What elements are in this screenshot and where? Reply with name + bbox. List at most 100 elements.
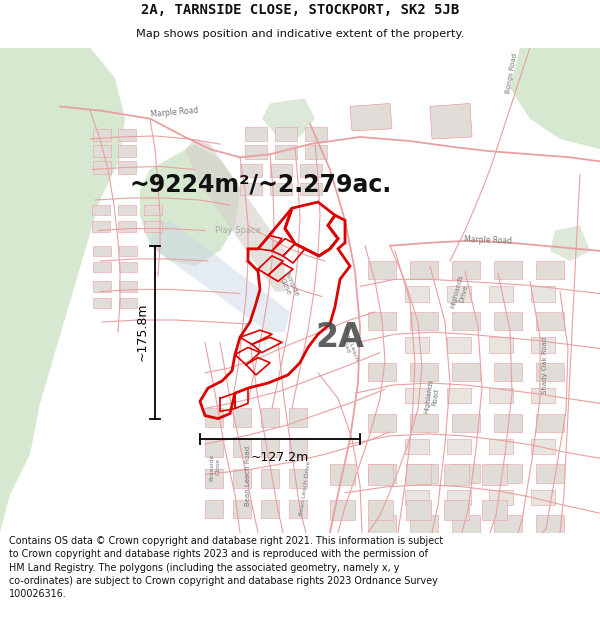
Text: Play Space: Play Space (215, 226, 261, 234)
Polygon shape (275, 145, 297, 159)
Text: 2A, TARNSIDE CLOSE, STOCKPORT, SK2 5JB: 2A, TARNSIDE CLOSE, STOCKPORT, SK2 5JB (141, 4, 459, 18)
Polygon shape (93, 281, 111, 291)
Polygon shape (119, 298, 137, 308)
Polygon shape (447, 338, 471, 352)
Polygon shape (0, 48, 125, 532)
Polygon shape (447, 541, 471, 556)
Polygon shape (305, 127, 327, 141)
Polygon shape (118, 145, 136, 158)
Polygon shape (92, 205, 110, 215)
Polygon shape (205, 409, 223, 427)
Polygon shape (447, 439, 471, 454)
Polygon shape (368, 414, 396, 432)
Polygon shape (205, 500, 223, 518)
Polygon shape (368, 464, 393, 485)
Polygon shape (368, 464, 396, 482)
Polygon shape (405, 388, 429, 403)
Polygon shape (289, 409, 307, 427)
Polygon shape (368, 261, 396, 279)
Polygon shape (452, 312, 480, 330)
Polygon shape (93, 145, 111, 158)
Polygon shape (289, 500, 307, 518)
Text: ~9224m²/~2.279ac.: ~9224m²/~2.279ac. (130, 173, 392, 197)
Polygon shape (410, 312, 438, 330)
Polygon shape (536, 312, 564, 330)
Polygon shape (536, 414, 564, 432)
Polygon shape (205, 439, 223, 458)
Polygon shape (300, 182, 322, 195)
Polygon shape (531, 490, 555, 505)
Polygon shape (447, 490, 471, 505)
Polygon shape (205, 469, 223, 488)
Polygon shape (494, 414, 522, 432)
Polygon shape (233, 500, 251, 518)
Polygon shape (185, 139, 285, 291)
Polygon shape (233, 469, 251, 488)
Polygon shape (330, 536, 355, 556)
Polygon shape (93, 262, 111, 272)
Polygon shape (452, 515, 480, 534)
Polygon shape (444, 500, 469, 520)
Polygon shape (368, 500, 393, 520)
Polygon shape (531, 338, 555, 352)
Text: Shady Oak Road: Shady Oak Road (542, 337, 548, 394)
Polygon shape (245, 127, 267, 141)
Polygon shape (118, 161, 136, 174)
Polygon shape (489, 286, 513, 302)
Polygon shape (275, 127, 297, 141)
Polygon shape (452, 414, 480, 432)
Polygon shape (452, 362, 480, 381)
Polygon shape (430, 103, 472, 139)
Polygon shape (494, 312, 522, 330)
Polygon shape (119, 262, 137, 272)
Polygon shape (368, 536, 393, 556)
Polygon shape (531, 439, 555, 454)
Polygon shape (531, 541, 555, 556)
Polygon shape (150, 221, 290, 332)
Polygon shape (406, 500, 431, 520)
Polygon shape (289, 439, 307, 458)
Text: Map shows position and indicative extent of the property.: Map shows position and indicative extent… (136, 29, 464, 39)
Polygon shape (405, 541, 429, 556)
Polygon shape (489, 439, 513, 454)
Polygon shape (447, 388, 471, 403)
Text: Bean Leach
Road: Bean Leach Road (337, 326, 359, 364)
Polygon shape (270, 164, 292, 177)
Polygon shape (510, 48, 600, 149)
Polygon shape (119, 246, 137, 256)
Polygon shape (489, 388, 513, 403)
Polygon shape (536, 362, 564, 381)
Polygon shape (261, 500, 279, 518)
Text: Bean Leach Road: Bean Leach Road (245, 446, 251, 506)
Polygon shape (245, 145, 267, 159)
Polygon shape (118, 221, 136, 231)
Polygon shape (550, 226, 590, 261)
Polygon shape (489, 541, 513, 556)
Polygon shape (350, 103, 392, 131)
Text: Marple Road: Marple Road (464, 235, 512, 246)
Polygon shape (118, 129, 136, 141)
Polygon shape (240, 182, 262, 195)
Polygon shape (410, 414, 438, 432)
Polygon shape (233, 439, 251, 458)
Text: ~127.2m: ~127.2m (251, 451, 309, 464)
Polygon shape (494, 362, 522, 381)
Polygon shape (368, 515, 396, 534)
Polygon shape (144, 205, 162, 215)
Polygon shape (406, 464, 431, 485)
Polygon shape (330, 500, 355, 520)
Polygon shape (300, 164, 322, 177)
Polygon shape (119, 281, 137, 291)
Polygon shape (261, 439, 279, 458)
Polygon shape (405, 490, 429, 505)
Polygon shape (144, 221, 162, 231)
Polygon shape (406, 536, 431, 556)
Polygon shape (531, 388, 555, 403)
Polygon shape (452, 261, 480, 279)
Polygon shape (410, 515, 438, 534)
Polygon shape (405, 338, 429, 352)
Polygon shape (482, 536, 507, 556)
Text: Bean Leach Drive: Bean Leach Drive (299, 461, 311, 516)
Polygon shape (233, 409, 251, 427)
Polygon shape (482, 500, 507, 520)
